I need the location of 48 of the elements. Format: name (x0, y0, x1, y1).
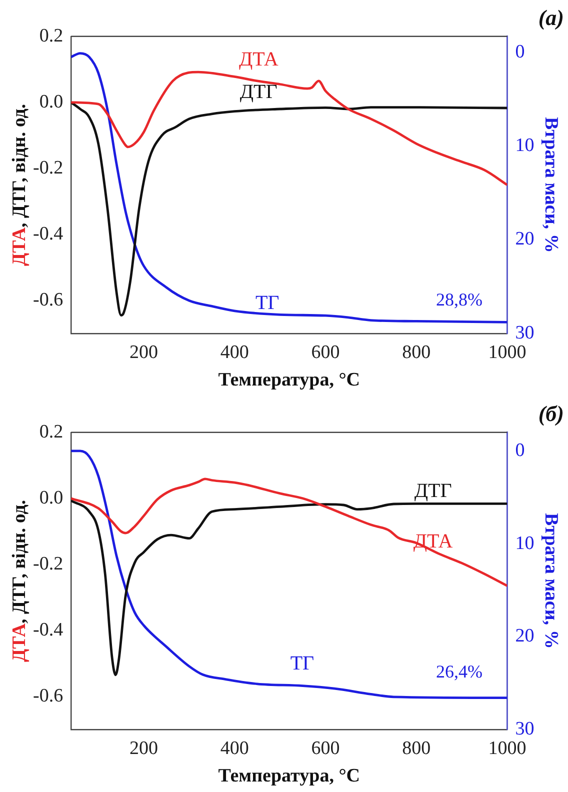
series-label: ДТГ (240, 81, 278, 104)
x-tick-label: 1000 (488, 342, 526, 363)
y-tick-label: -0.6 (33, 289, 64, 310)
series-label: ТГ (290, 652, 314, 674)
y-axis-title: ДТА, ДТГ, відн. од. (8, 500, 30, 662)
y2-tick-label: 20 (515, 228, 534, 250)
x-axis-title: Температура, °C (218, 766, 360, 787)
x-tick-label: 1000 (488, 738, 526, 759)
y2-tick-label: 20 (515, 626, 534, 647)
line-series (71, 101, 508, 316)
y2-axis-title: Втрата маси, % (540, 512, 562, 649)
y2-axis-title: Втрата маси, % (540, 116, 562, 253)
x-tick-label: 400 (220, 738, 249, 759)
line-series (71, 52, 508, 324)
annotation: 26,4% (436, 662, 482, 682)
y-tick-label: -0.2 (33, 553, 64, 574)
x-tick-label: 800 (402, 342, 431, 363)
y-tick-label: -0.6 (33, 685, 64, 706)
y2-tick-label: 0 (515, 440, 525, 461)
x-axis-title: Температура, °C (218, 370, 360, 391)
x-tick-label: 600 (311, 738, 340, 759)
y2-tick-label: 10 (515, 135, 534, 156)
y-tick-label: -0.4 (33, 223, 64, 244)
y-tick-label: 0.2 (39, 421, 64, 442)
x-tick-label: 800 (402, 738, 431, 759)
series-label: ДТА (238, 48, 279, 70)
y2-tick-label: 30 (515, 718, 534, 740)
line-series (71, 450, 508, 700)
chart-title: (б) (538, 400, 564, 426)
y2-tick-label: 30 (515, 322, 534, 344)
y-tick-label: -0.2 (33, 157, 64, 178)
annotation: 28,8% (436, 289, 482, 310)
x-tick-label: 200 (130, 738, 158, 759)
series-label: ТГ (255, 292, 280, 314)
y2-tick-label: 0 (515, 41, 525, 62)
y2-tick-label: 10 (515, 532, 534, 554)
y-tick-label: -0.4 (33, 619, 64, 640)
line-series (71, 478, 508, 588)
y-tick-label: 0.2 (39, 25, 64, 46)
chart-title: (а) (538, 4, 564, 30)
y-axis-title: ДТА, ДТГ, відн. од. (8, 104, 30, 266)
y-tick-label: 0.0 (39, 91, 64, 112)
line-series (71, 70, 508, 186)
x-tick-label: 600 (311, 342, 340, 363)
x-tick-label: 200 (130, 342, 158, 363)
y-tick-label: 0.0 (39, 487, 64, 508)
series-label: ДТГ (414, 480, 452, 502)
x-tick-label: 400 (220, 342, 249, 363)
